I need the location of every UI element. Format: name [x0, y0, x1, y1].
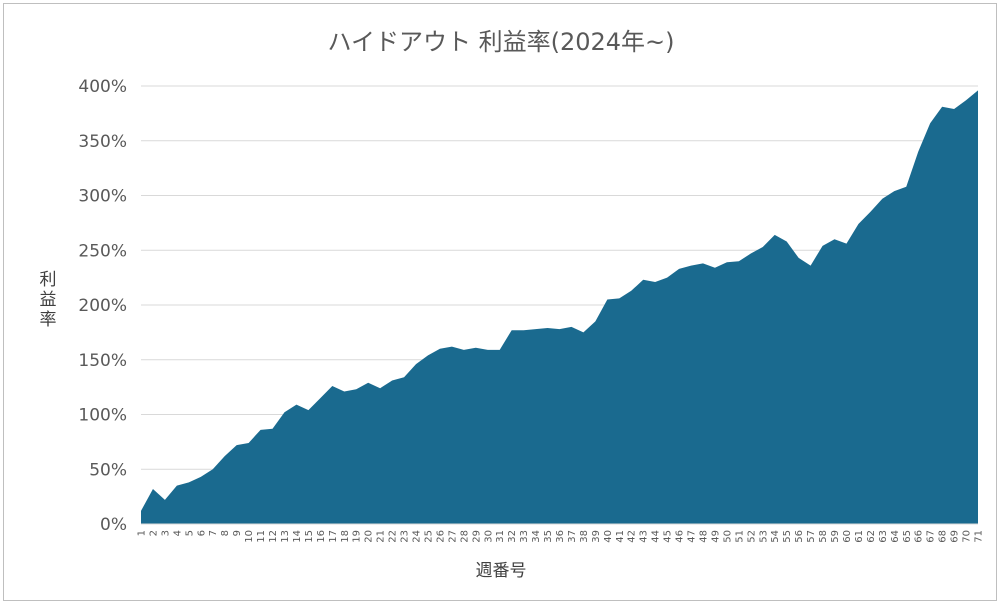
- area-series: [141, 90, 978, 524]
- x-tick-label: 68: [938, 530, 949, 543]
- x-tick-label: 52: [746, 530, 757, 543]
- x-tick-label: 34: [531, 530, 542, 543]
- x-tick-label: 24: [412, 530, 423, 543]
- x-tick-label: 46: [675, 530, 686, 543]
- y-tick-label: 100%: [78, 406, 127, 426]
- x-axis-label: 週番号: [475, 561, 527, 581]
- x-tick-label: 33: [519, 530, 530, 543]
- x-tick-label: 15: [304, 530, 315, 543]
- y-tick-label: 350%: [78, 132, 127, 152]
- x-tick-label: 8: [220, 530, 231, 536]
- x-tick-label: 70: [962, 530, 973, 543]
- x-tick-label: 2: [148, 530, 159, 536]
- x-tick-label: 18: [340, 530, 351, 543]
- x-tick-label: 42: [627, 530, 638, 543]
- x-tick-label: 9: [232, 530, 243, 536]
- x-tick-label: 48: [698, 530, 709, 543]
- x-tick-label: 16: [316, 530, 327, 543]
- x-tick-label: 50: [722, 530, 733, 543]
- x-tick-label: 57: [806, 530, 817, 543]
- x-tick-label: 39: [591, 530, 602, 543]
- x-tick-label: 7: [208, 530, 219, 536]
- x-tick-label: 19: [352, 530, 363, 543]
- y-tick-label: 200%: [78, 296, 127, 316]
- x-tick-label: 37: [567, 530, 578, 543]
- x-tick-label: 3: [160, 530, 171, 536]
- x-tick-label: 4: [172, 530, 183, 536]
- x-tick-label: 62: [866, 530, 877, 543]
- x-tick-label: 30: [483, 530, 494, 543]
- x-tick-label: 43: [639, 530, 650, 543]
- x-tick-label: 31: [495, 530, 506, 543]
- x-tick-label: 49: [710, 530, 721, 543]
- x-tick-label: 14: [292, 530, 303, 543]
- x-tick-label: 45: [663, 530, 674, 543]
- x-tick-label: 21: [376, 530, 387, 543]
- y-tick-label: 400%: [78, 77, 127, 97]
- x-tick-label: 44: [651, 530, 662, 543]
- x-tick-label: 28: [459, 530, 470, 543]
- x-tick-label: 41: [615, 530, 626, 543]
- x-tick-label: 11: [256, 530, 267, 543]
- x-tick-label: 71: [974, 530, 985, 543]
- x-tick-label: 35: [543, 530, 554, 543]
- y-tick-label: 0%: [100, 515, 127, 535]
- x-tick-label: 5: [184, 530, 195, 536]
- x-tick-label: 69: [950, 530, 961, 543]
- x-tick-label: 6: [196, 530, 207, 536]
- x-tick-label: 58: [818, 530, 829, 543]
- x-tick-label: 59: [830, 530, 841, 543]
- x-tick-label: 54: [770, 530, 781, 543]
- x-tick-label: 26: [435, 530, 446, 543]
- x-tick-label: 27: [447, 530, 458, 543]
- x-tick-label: 40: [603, 530, 614, 543]
- x-tick-label: 64: [890, 530, 901, 543]
- x-tick-label: 67: [926, 530, 937, 543]
- y-tick-label: 150%: [78, 351, 127, 371]
- x-tick-label: 20: [364, 530, 375, 543]
- y-tick-label: 250%: [78, 241, 127, 261]
- x-tick-label: 10: [244, 530, 255, 543]
- y-tick-label: 50%: [89, 460, 127, 480]
- x-tick-label: 51: [734, 530, 745, 543]
- x-tick-label: 29: [471, 530, 482, 543]
- x-tick-label: 66: [914, 530, 925, 543]
- x-tick-label: 63: [878, 530, 889, 543]
- x-tick-label: 65: [902, 530, 913, 543]
- x-tick-label: 23: [400, 530, 411, 543]
- x-tick-label: 56: [794, 530, 805, 543]
- x-tick-label: 32: [507, 530, 518, 543]
- x-tick-label: 53: [758, 530, 769, 543]
- y-tick-label: 300%: [78, 187, 127, 207]
- x-tick-label: 25: [423, 530, 434, 543]
- x-tick-label: 36: [555, 530, 566, 543]
- x-tick-label: 60: [842, 530, 853, 543]
- x-tick-label: 22: [388, 530, 399, 543]
- x-tick-label: 61: [854, 530, 865, 543]
- x-tick-label: 13: [280, 530, 291, 543]
- x-tick-label: 38: [579, 530, 590, 543]
- x-tick-label: 17: [328, 530, 339, 543]
- x-tick-label: 55: [782, 530, 793, 543]
- x-tick-label: 47: [687, 530, 698, 543]
- y-axis-label: 利益率: [39, 270, 57, 330]
- x-tick-label: 1: [137, 530, 148, 536]
- x-tick-label: 12: [268, 530, 279, 543]
- chart-title: ハイドアウト 利益率(2024年~): [327, 28, 675, 56]
